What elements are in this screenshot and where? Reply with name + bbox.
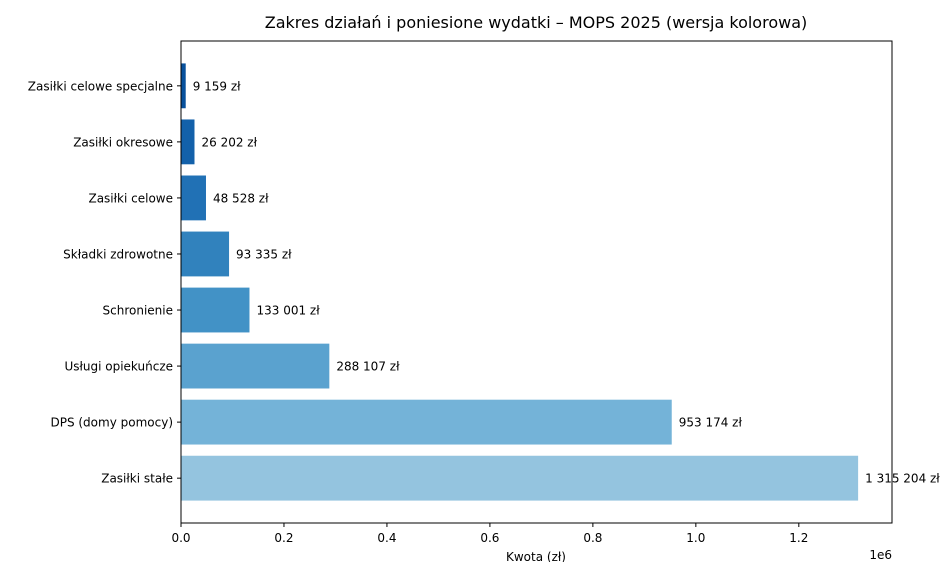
bar-value-label: 1 315 204 zł: [865, 472, 940, 486]
y-tick-label: DPS (domy pomocy): [50, 416, 173, 430]
x-tick-label: 1.0: [686, 531, 705, 545]
bar: [181, 287, 250, 333]
bar: [181, 231, 230, 277]
x-tick-label: 1.2: [789, 531, 808, 545]
y-tick-label: Usługi opiekuńcze: [64, 360, 173, 374]
y-tick-label: Zasiłki okresowe: [73, 135, 173, 149]
bar: [181, 343, 330, 389]
bar-value-label: 9 159 zł: [193, 79, 241, 93]
x-axis-label: Kwota (zł): [506, 550, 566, 562]
y-tick-label: Zasiłki celowe specjalne: [28, 79, 173, 93]
plot-area: 9 159 zł Zasiłki celowe specjalne 26 202 z…: [28, 63, 940, 545]
bar: [181, 455, 859, 501]
bar-value-label: 48 528 zł: [213, 191, 269, 205]
y-tick-label: Składki zdrowotne: [63, 247, 173, 261]
bar: [181, 399, 672, 445]
x-tick-label: 0.6: [480, 531, 499, 545]
chart-title: Zakres działań i poniesione wydatki – MO…: [265, 13, 808, 32]
x-tick-label: 0.0: [171, 531, 190, 545]
y-tick-label: Schronienie: [103, 304, 173, 318]
x-axis-offset-text: 1e6: [869, 548, 892, 562]
bar: [181, 119, 195, 165]
plot-frame: [180, 40, 893, 524]
bar-value-label: 26 202 zł: [201, 135, 257, 149]
y-tick-label: Zasiłki celowe: [88, 191, 173, 205]
y-tick-label: Zasiłki stałe: [101, 472, 173, 486]
x-tick-label: 0.8: [583, 531, 602, 545]
bar-value-label: 288 107 zł: [336, 360, 400, 374]
bar-value-label: 93 335 zł: [236, 247, 292, 261]
bar: [181, 63, 186, 109]
bar-value-label: 953 174 zł: [679, 416, 743, 430]
x-tick-label: 0.4: [377, 531, 396, 545]
x-tick-label: 0.2: [274, 531, 293, 545]
bar-value-label: 133 001 zł: [256, 304, 320, 318]
bar: [181, 175, 206, 221]
